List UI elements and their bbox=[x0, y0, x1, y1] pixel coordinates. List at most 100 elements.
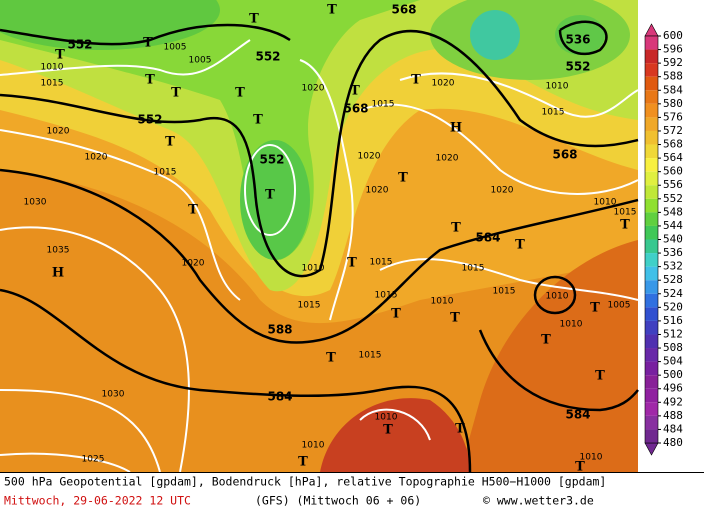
colorbar-segment bbox=[645, 225, 658, 240]
geopotential-label: 584 bbox=[267, 390, 292, 404]
pressure-label: 1010 bbox=[302, 441, 325, 451]
footer-title: 500 hPa Geopotential [gpdam], Bodendruck… bbox=[4, 475, 606, 489]
colorbar-label: 492 bbox=[663, 395, 683, 408]
colorbar-label: 592 bbox=[663, 56, 683, 69]
geopotential-label: 552 bbox=[565, 60, 590, 74]
geopotential-label: 552 bbox=[137, 113, 162, 127]
pressure-center: T bbox=[398, 171, 408, 186]
colorbar-label: 484 bbox=[663, 422, 683, 435]
geopotential-label: 568 bbox=[552, 148, 577, 162]
colorbar-segment bbox=[645, 253, 658, 267]
pressure-center: T bbox=[455, 422, 465, 437]
colorbar-segment bbox=[645, 280, 658, 294]
pressure-label: 1010 bbox=[580, 453, 603, 463]
map-background bbox=[0, 0, 638, 472]
pressure-label: 1030 bbox=[102, 390, 125, 400]
pressure-center: T bbox=[541, 333, 551, 348]
colorbar-label: 556 bbox=[663, 178, 683, 191]
pressure-center: T bbox=[515, 238, 525, 253]
colorbar-segment bbox=[645, 130, 658, 145]
pressure-label: 1015 bbox=[614, 208, 637, 218]
pressure-center: T bbox=[350, 84, 360, 99]
colorbar-label: 480 bbox=[663, 436, 683, 449]
pressure-label: 1015 bbox=[493, 287, 516, 297]
pressure-center: T bbox=[347, 256, 357, 271]
colorbar-label: 512 bbox=[663, 327, 683, 340]
pressure-label: 1010 bbox=[41, 63, 64, 73]
pressure-label: 1025 bbox=[82, 455, 105, 465]
pressure-center: T bbox=[165, 135, 175, 150]
colorbar-label: 500 bbox=[663, 368, 683, 381]
pressure-label: 1035 bbox=[47, 246, 70, 256]
pressure-label: 1015 bbox=[372, 100, 395, 110]
colorbar-segment bbox=[645, 348, 658, 362]
pressure-center: T bbox=[595, 369, 605, 384]
pressure-label: 1015 bbox=[542, 108, 565, 118]
pressure-label: 1015 bbox=[370, 258, 393, 268]
colorbar-segment bbox=[645, 76, 658, 91]
pressure-label: 1020 bbox=[432, 79, 455, 89]
colorbar-label: 496 bbox=[663, 382, 683, 395]
pressure-center: T bbox=[326, 351, 336, 366]
colorbar-label: 580 bbox=[663, 97, 683, 110]
pressure-label: 1020 bbox=[47, 127, 70, 137]
pressure-label: 1010 bbox=[302, 264, 325, 274]
colorbar-segment bbox=[645, 36, 658, 50]
pressure-center: T bbox=[451, 221, 461, 236]
colorbar-label: 584 bbox=[663, 83, 683, 96]
geopotential-label: 588 bbox=[267, 323, 292, 337]
pressure-label: 1010 bbox=[594, 198, 617, 208]
colorbar-label: 540 bbox=[663, 233, 683, 246]
colorbar-segment bbox=[645, 171, 658, 186]
colorbar-label: 564 bbox=[663, 151, 683, 164]
colorbar-segment bbox=[645, 212, 658, 226]
colorbar-label: 536 bbox=[663, 246, 683, 259]
colorbar-segment bbox=[645, 320, 658, 335]
geopotential-label: 552 bbox=[255, 50, 280, 64]
geopotential-label: 552 bbox=[259, 153, 284, 167]
colorbar-label: 532 bbox=[663, 260, 683, 273]
colorbar-label: 568 bbox=[663, 138, 683, 151]
colorbar-segment bbox=[645, 415, 658, 430]
pressure-center: T bbox=[411, 73, 421, 88]
colorbar-label: 508 bbox=[663, 341, 683, 354]
colorbar-segment bbox=[645, 144, 658, 159]
pressure-center: T bbox=[188, 203, 198, 218]
pressure-center: T bbox=[450, 311, 460, 326]
pressure-center: T bbox=[265, 188, 275, 203]
pressure-label: 1015 bbox=[359, 351, 382, 361]
colorbar-segment bbox=[645, 429, 658, 443]
pressure-label: 1005 bbox=[164, 43, 187, 53]
pressure-center: T bbox=[383, 423, 393, 438]
pressure-label: 1015 bbox=[375, 291, 398, 301]
pressure-label: 1020 bbox=[182, 259, 205, 269]
colorbar-label: 548 bbox=[663, 205, 683, 218]
colorbar-segment bbox=[645, 198, 658, 213]
pressure-label: 1020 bbox=[436, 154, 459, 164]
colorbar-segment bbox=[645, 375, 658, 389]
pressure-center: T bbox=[298, 455, 308, 470]
pressure-center: T bbox=[145, 73, 155, 88]
colorbar: 6005965925885845805765725685645605565525… bbox=[644, 23, 683, 456]
colorbar-segment bbox=[645, 266, 658, 281]
colorbar-label: 596 bbox=[663, 43, 683, 56]
pressure-label: 1020 bbox=[85, 153, 108, 163]
colorbar-label: 600 bbox=[663, 29, 683, 42]
colorbar-label: 528 bbox=[663, 273, 683, 286]
geopotential-label: 552 bbox=[67, 38, 92, 52]
pressure-label: 1015 bbox=[298, 301, 321, 311]
pressure-center: T bbox=[575, 460, 585, 475]
pressure-center: T bbox=[391, 307, 401, 322]
pressure-label: 1005 bbox=[189, 56, 212, 66]
pressure-label: 1010 bbox=[546, 82, 569, 92]
geopotential-label: 568 bbox=[343, 102, 368, 116]
colorbar-label: 516 bbox=[663, 314, 683, 327]
colorbar-segment bbox=[645, 117, 658, 131]
pressure-label: 1010 bbox=[560, 320, 583, 330]
colorbar-label: 552 bbox=[663, 192, 683, 205]
geopotential-contours bbox=[0, 20, 639, 473]
pressure-label: 1015 bbox=[154, 168, 177, 178]
pressure-center: H bbox=[450, 121, 462, 136]
pressure-center: T bbox=[253, 113, 263, 128]
